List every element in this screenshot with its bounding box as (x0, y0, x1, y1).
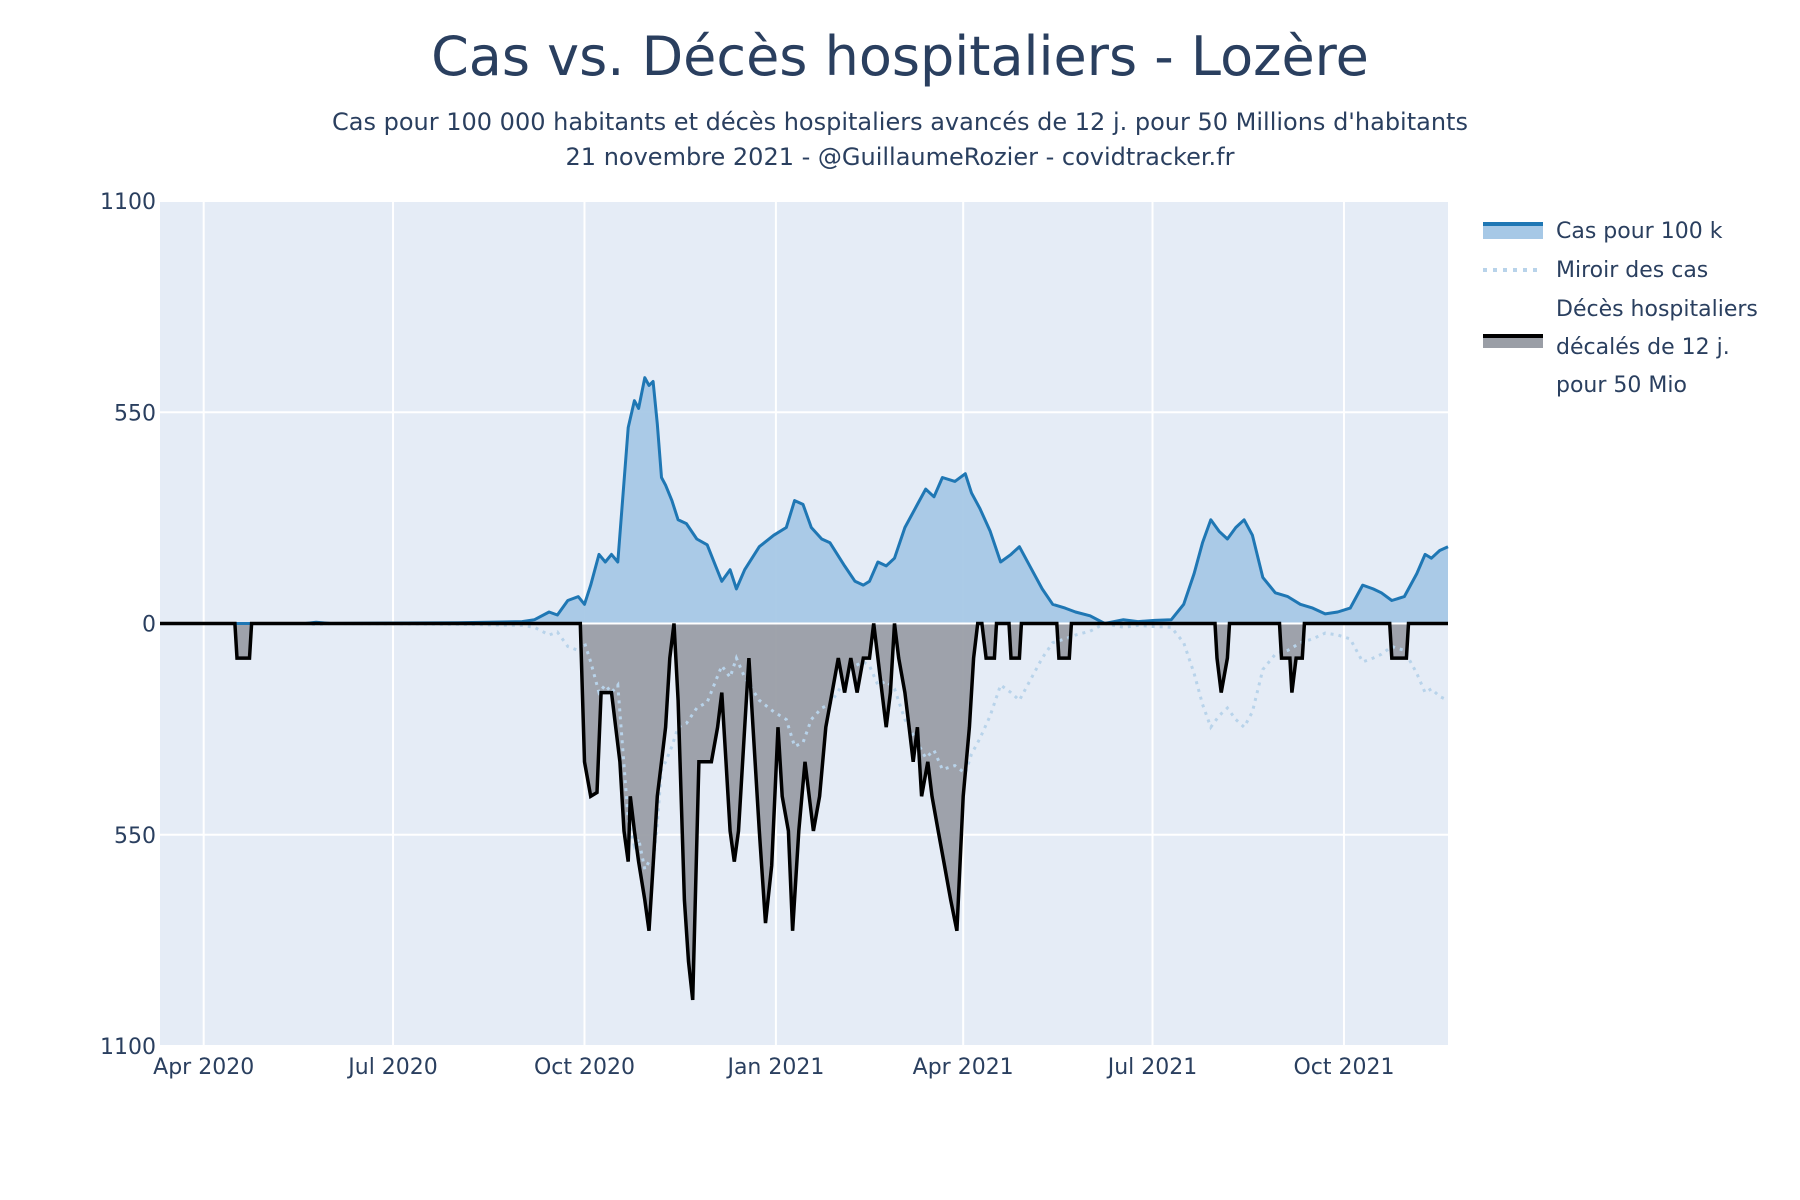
x-tick-label-2: Oct 2020 (534, 1055, 635, 1080)
legend-label-deaths-line-1[interactable]: Décès hospitaliers (1556, 297, 1758, 322)
x-tick-label-5: Jul 2021 (1106, 1055, 1198, 1080)
legend-label-mirror[interactable]: Miroir des cas (1556, 258, 1708, 283)
chart-subtitle-line-1: Cas pour 100 000 habitants et décès hosp… (332, 108, 1468, 136)
x-tick-label-6: Oct 2021 (1293, 1055, 1394, 1080)
chart-title: Cas vs. Décès hospitaliers - Lozère (431, 25, 1369, 88)
deaths-line (160, 621, 1448, 1001)
y-tick-label-4: 1100 (100, 1035, 156, 1060)
legend-label-deaths-line-2[interactable]: décalés de 12 j. (1556, 335, 1730, 360)
x-tick-label-4: Apr 2021 (913, 1055, 1014, 1080)
cases-line (160, 376, 1449, 625)
y-tick-label-2: 0 (142, 613, 156, 638)
x-tick-label-1: Jul 2020 (346, 1055, 438, 1080)
y-tick-label-3: 550 (114, 824, 156, 849)
deaths-area (160, 623, 1448, 1000)
y-tick-label-0: 1100 (100, 190, 156, 215)
y-tick-label-1: 550 (114, 401, 156, 426)
axis-labels: Apr 2020 Jul 2020 Oct 2020 Jan 2021 Apr 2021… (100, 190, 1394, 1080)
legend-label-deaths-line-3[interactable]: pour 50 Mio (1556, 373, 1687, 398)
legend-label-cases[interactable]: Cas pour 100 k (1556, 219, 1723, 244)
x-tick-label-3: Jan 2021 (725, 1055, 824, 1080)
legend-swatch-cases-fill (1483, 223, 1543, 239)
cases-mirror-line (160, 621, 1449, 874)
legend-swatch-deaths-fill (1483, 336, 1543, 348)
legend[interactable]: Cas pour 100 k Miroir des cas Décès hospit… (1483, 219, 1758, 398)
x-tick-label-0: Apr 2020 (153, 1055, 254, 1080)
chart-subtitle-line-2: 21 novembre 2021 - @GuillaumeRozier - co… (566, 143, 1235, 171)
series-layer (160, 376, 1449, 1001)
cases-area (160, 377, 1448, 624)
